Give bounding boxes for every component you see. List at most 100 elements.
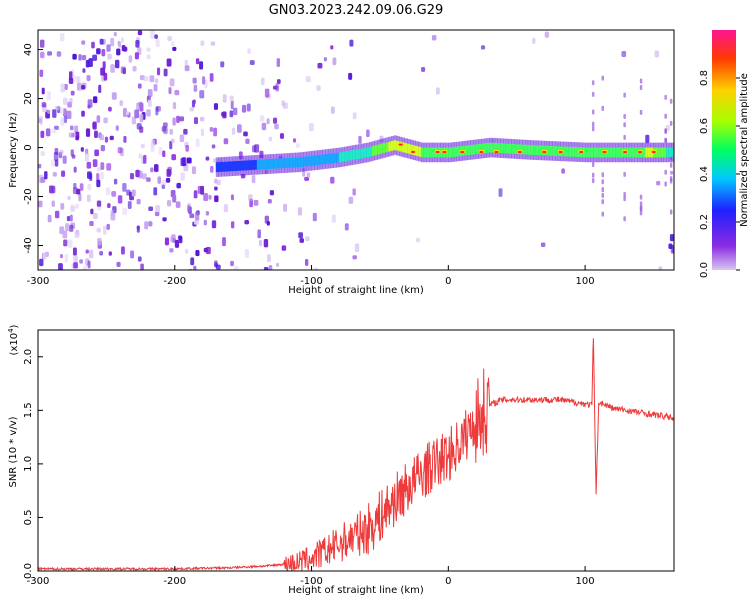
noise-cell — [93, 213, 98, 219]
signal-cell — [270, 158, 274, 169]
noise-cell — [155, 106, 159, 116]
noise-cell — [174, 89, 180, 96]
signal-cell — [344, 151, 348, 162]
signal-cell — [666, 147, 670, 158]
noise-cell — [149, 75, 155, 82]
signal-cell — [451, 147, 455, 158]
noise-cell — [155, 38, 160, 48]
noise-cell — [73, 166, 77, 173]
noise-cell — [317, 62, 323, 69]
signal-cell — [527, 144, 531, 155]
noise-cell — [100, 67, 106, 76]
signal-cell — [546, 145, 550, 156]
noise-cell — [222, 94, 227, 103]
colorbar-tick-label: 0.4 — [699, 166, 710, 182]
noise-cell — [149, 30, 155, 40]
signal-cell — [262, 159, 266, 170]
noise-cell — [78, 193, 82, 202]
signal-cell — [467, 145, 471, 156]
noise-cell — [47, 109, 51, 114]
noise-cell — [96, 115, 101, 123]
signal-cell — [478, 143, 482, 154]
noise-cell — [139, 113, 144, 123]
noise-cell — [181, 157, 187, 166]
noise-cell — [79, 183, 84, 191]
noise-cell — [126, 189, 131, 196]
signal-cell — [314, 155, 318, 166]
noise-cell — [268, 265, 273, 270]
signal-cell — [533, 145, 537, 156]
noise-cell — [150, 167, 154, 173]
signal-cell — [628, 147, 633, 158]
noise-cell — [43, 252, 47, 260]
noise-cell — [172, 194, 177, 203]
signal-cell — [226, 161, 230, 172]
signal-cell — [671, 147, 674, 158]
noise-cell — [144, 221, 149, 230]
noise-cell — [61, 170, 66, 177]
noise-cell — [106, 223, 110, 230]
noise-cell — [210, 165, 214, 173]
noise-cell — [54, 210, 60, 219]
signal-cell — [234, 161, 239, 171]
noise-cell — [103, 117, 108, 124]
noise-cell — [73, 262, 78, 269]
noise-cell — [100, 171, 104, 180]
noise-cell — [122, 207, 128, 216]
signal-cell — [568, 146, 572, 157]
noise-cell — [214, 186, 218, 191]
noise-cell — [79, 259, 83, 264]
signal-cell — [642, 147, 646, 158]
noise-cell — [121, 44, 126, 52]
noise-cell — [68, 71, 73, 80]
snr-x-tick-label: -100 — [300, 576, 323, 587]
colorbar: 0.0 0.2 0.4 0.6 0.8 Normalized spectral ampl… — [699, 30, 750, 278]
noise-cell — [122, 182, 127, 192]
signal-cell — [663, 147, 667, 158]
noise-cell — [121, 246, 125, 255]
noise-cell — [41, 102, 47, 108]
noise-cell — [70, 205, 76, 212]
noise-cell — [96, 227, 101, 233]
noise-cell — [268, 136, 273, 142]
noise-cell — [299, 238, 304, 243]
noise-cell — [98, 84, 102, 94]
signal-cell — [333, 153, 337, 163]
noise-cell — [261, 122, 267, 131]
noise-cell — [654, 50, 660, 58]
noise-cell — [38, 163, 42, 169]
noise-cell — [639, 201, 643, 207]
noise-cell — [107, 53, 112, 60]
signal-cell — [494, 142, 499, 153]
noise-cell — [247, 48, 251, 55]
noise-cell — [330, 176, 335, 184]
signal-cell — [615, 147, 619, 158]
signal-cell — [609, 147, 613, 158]
noise-cell — [183, 128, 188, 135]
noise-cell — [76, 82, 82, 91]
signal-cell — [486, 142, 490, 153]
signal-cell — [341, 151, 345, 162]
noise-cell — [664, 138, 667, 144]
noise-cell — [195, 58, 200, 65]
noise-cell — [75, 131, 80, 139]
signal-cell — [352, 150, 356, 160]
noise-cell — [65, 223, 70, 232]
noise-cell — [129, 173, 135, 180]
signal-cell — [292, 157, 296, 168]
noise-cell — [104, 136, 109, 143]
noise-cell — [39, 39, 45, 48]
noise-cell — [623, 216, 626, 222]
signal-cell — [297, 157, 302, 168]
noise-cell — [52, 109, 57, 118]
noise-cell — [344, 223, 349, 231]
noise-cell — [623, 134, 626, 140]
noise-cell — [186, 157, 192, 164]
noise-cell — [76, 188, 81, 195]
signal-cell — [347, 150, 351, 161]
noise-cell — [40, 151, 45, 156]
noise-cell — [106, 44, 111, 52]
noise-cell — [244, 249, 249, 258]
noise-cell — [208, 194, 212, 200]
noise-cell — [148, 206, 154, 211]
